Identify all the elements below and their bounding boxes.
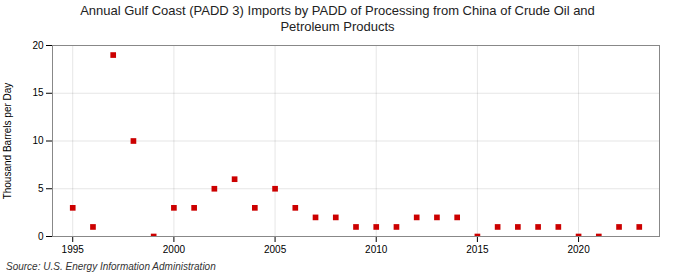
svg-text:2010: 2010 (365, 244, 388, 255)
html-text:Annual Gulf Coast (PADD 3) Imp: Annual Gulf Coast (PADD 3) Imports by PA… (80, 3, 595, 34)
svg-text:10: 10 (32, 135, 44, 146)
svg-text:0: 0 (38, 231, 44, 242)
svg-text:2000: 2000 (163, 244, 186, 255)
svg-text:2020: 2020 (567, 244, 590, 255)
svg-text:15: 15 (32, 87, 44, 98)
svg-text:2005: 2005 (264, 244, 287, 255)
svg-text:5: 5 (38, 183, 44, 194)
svg-text:1995: 1995 (62, 244, 85, 255)
svg-text:Thousand Barrels per Day: Thousand Barrels per Day (2, 83, 13, 200)
svg-text:20: 20 (32, 40, 44, 51)
svg-text:2015: 2015 (466, 244, 489, 255)
html-text:Source: U.S. Energy Informatio: Source: U.S. Energy Information Administ… (6, 261, 216, 272)
